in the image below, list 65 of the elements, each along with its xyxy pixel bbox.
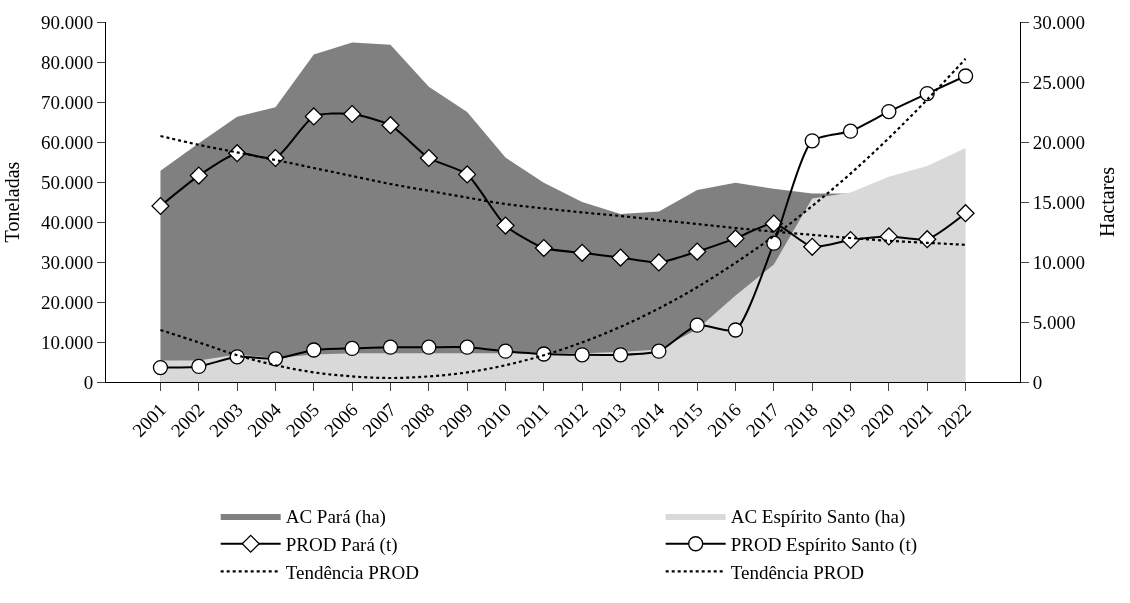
point [881, 103, 897, 120]
point [879, 227, 898, 246]
y-tick-label: 10.000 [40, 331, 94, 353]
point [151, 196, 170, 216]
point [497, 343, 514, 359]
y-tick-label: 0 [83, 371, 94, 393]
point [419, 148, 438, 168]
point [459, 339, 475, 355]
point [957, 68, 974, 84]
point [191, 358, 207, 375]
point [803, 237, 822, 256]
legend-label: Tendência PROD [730, 561, 864, 583]
point [304, 107, 323, 126]
y-tick-label: 80.000 [40, 51, 94, 73]
point [726, 229, 745, 248]
legend-label: PROD Pará (t) [285, 534, 398, 557]
y-axis-title: Toneladas [1, 161, 24, 243]
point [458, 165, 477, 184]
y2-tick-label: 5.000 [1032, 311, 1076, 333]
point [612, 347, 629, 363]
legend-label: AC Espírito Santo (ha) [730, 506, 906, 529]
point [534, 238, 553, 258]
point [651, 343, 667, 359]
point [152, 359, 169, 376]
y-tick-label: 50.000 [40, 171, 94, 193]
y-tick-label: 90.000 [40, 11, 94, 33]
point [727, 322, 744, 338]
x-tick-label: 2011 [512, 399, 554, 441]
point [573, 243, 592, 262]
point [918, 230, 937, 249]
point [689, 317, 705, 333]
y-tick-label: 20.000 [40, 291, 94, 313]
y2-tick-label: 20.000 [1032, 131, 1086, 153]
point [343, 104, 362, 124]
point [382, 339, 399, 355]
point [574, 347, 590, 363]
point [842, 123, 859, 139]
point [421, 339, 437, 355]
y-tick-label: 30.000 [40, 251, 94, 273]
y-tick-label: 60.000 [40, 131, 94, 153]
y2-tick-label: 0 [1032, 371, 1043, 393]
point [688, 242, 707, 261]
point [611, 248, 630, 267]
y2-tick-label: 30.000 [1032, 11, 1086, 33]
legend-label: AC Pará (ha) [285, 506, 386, 529]
point [766, 235, 782, 251]
point [956, 204, 975, 223]
legend-label: Tendência PROD [285, 561, 419, 583]
point [919, 85, 935, 102]
point [189, 166, 208, 185]
y2-tick-label: 25.000 [1032, 71, 1086, 93]
point [649, 253, 668, 272]
point [306, 342, 322, 358]
point [381, 116, 400, 135]
legend-label: PROD Espírito Santo (t) [730, 534, 917, 557]
y-tick-label: 70.000 [40, 91, 94, 113]
y2-tick-label: 15.000 [1032, 191, 1086, 213]
point [804, 133, 820, 149]
point [344, 340, 360, 357]
point [764, 214, 783, 233]
y2-axis-title: Hactares [1095, 166, 1118, 237]
point [267, 351, 284, 367]
point [496, 216, 515, 235]
y-tick-label: 40.000 [40, 211, 94, 233]
y2-tick-label: 10.000 [1032, 251, 1086, 273]
